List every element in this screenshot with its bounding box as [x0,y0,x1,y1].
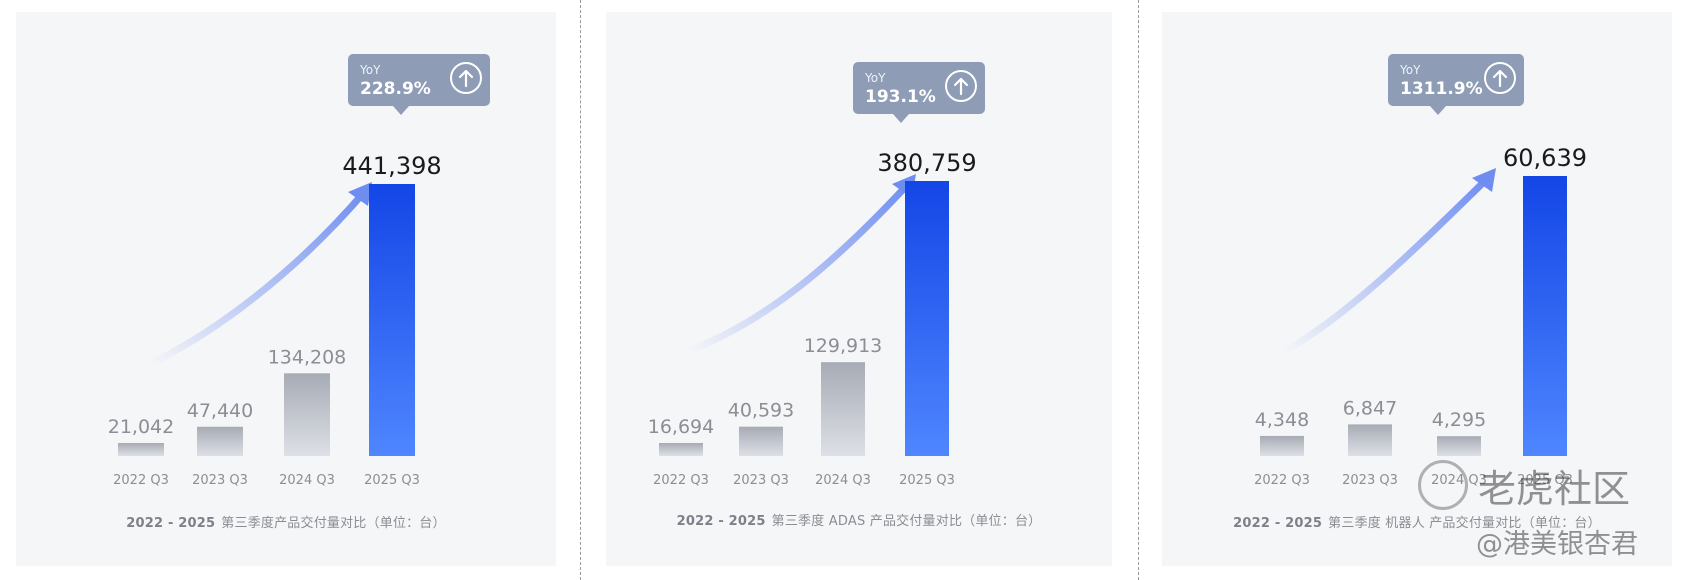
watermark-line1: 老虎社区 [1478,467,1631,511]
bar-2022-q3 [1260,435,1304,456]
growth-arrow [1280,172,1494,356]
yoy-label: YoY [864,71,886,85]
bar-value-label: 129,913 [804,335,883,357]
caption-text: 第三季度 ADAS 产品交付量对比（单位：台） [771,514,1042,529]
category-label: 2022 Q3 [653,473,709,488]
bar-2025-q3 [369,184,415,456]
category-label: 2023 Q3 [192,473,248,488]
bar-2024-q3 [1437,436,1481,456]
yoy-tooltip-pointer [1430,106,1446,115]
category-label: 2022 Q3 [113,473,169,488]
bar-2022-q3 [118,443,164,456]
bar-2023-q3 [739,426,783,456]
caption-years: 2022 - 2025 [676,514,766,529]
bar-value-label: 441,398 [342,152,441,180]
up-arrow-circle-icon [1484,62,1516,94]
panel-divider-1 [580,0,581,580]
watermark-line2: @港美银杏君 [1476,529,1638,560]
chart-panel-total: 21,042 2022 Q3 47,440 2023 Q3 134,208 2024 Q3… [16,12,556,566]
chart-caption: 2022 - 2025 第三季度 机器人 产品交付量对比（单位：台） [1162,512,1672,531]
bar-value-label: 40,593 [728,400,794,422]
caption-years: 2022 - 2025 [126,516,216,531]
chart-caption: 2022 - 2025 第三季度产品交付量对比（单位：台） [16,512,556,531]
watermark-logo-icon [1418,460,1468,510]
growth-arrow [146,186,370,368]
yoy-value: 228.9% [360,79,431,99]
yoy-value: 193.1% [865,87,936,107]
category-label: 2022 Q3 [1254,473,1310,488]
caption-years: 2022 - 2025 [1233,516,1323,531]
growth-arrow [682,178,914,356]
up-arrow-icon [458,69,474,88]
chart-panel-adas: 16,694 2022 Q3 40,593 2023 Q3 129,913 2024 Q3… [606,12,1112,566]
category-label: 2023 Q3 [1342,473,1398,488]
up-arrow-icon [1492,69,1508,88]
up-arrow-circle-icon [945,70,977,102]
caption-text: 第三季度 机器人 产品交付量对比（单位：台） [1328,516,1601,531]
category-label: 2025 Q3 [899,473,955,488]
bar-value-label: 60,639 [1503,144,1587,172]
bar-value-label: 134,208 [268,346,347,368]
bar-2022-q3 [659,443,703,456]
bar-2025-q3 [1523,176,1567,456]
category-label: 2025 Q3 [364,473,420,488]
category-label: 2024 Q3 [279,473,335,488]
panel-divider-2 [1138,0,1139,580]
yoy-tooltip-pointer [393,106,409,115]
bar-2024-q3 [284,373,330,456]
yoy-label: YoY [359,63,381,77]
bar-value-label: 21,042 [108,416,174,438]
bar-2023-q3 [197,426,243,456]
caption-text: 第三季度产品交付量对比（单位：台） [221,516,446,531]
bar-value-label: 4,348 [1255,409,1309,431]
bar-chart-adas: 16,694 2022 Q3 40,593 2023 Q3 129,913 2024 Q3… [648,62,985,488]
bar-value-label: 47,440 [187,400,253,422]
category-label: 2024 Q3 [815,473,871,488]
bar-2024-q3 [821,362,865,456]
bar-value-label: 16,694 [648,416,714,438]
growth-arrow-head-icon [1472,168,1496,192]
bar-chart-total: 21,042 2022 Q3 47,440 2023 Q3 134,208 2024 Q3… [108,54,490,488]
up-arrow-icon [953,77,969,96]
bar-value-label: 380,759 [877,149,976,177]
yoy-label: YoY [1399,63,1421,77]
growth-arrow-head-icon [348,182,372,206]
yoy-value: 1311.9% [1400,79,1483,99]
bar-2023-q3 [1348,424,1392,456]
category-label: 2025 Q3 [1517,473,1573,488]
bar-value-label: 6,847 [1343,397,1397,419]
bar-value-label: 4,295 [1432,409,1486,431]
up-arrow-circle-icon [450,62,482,94]
chart-caption: 2022 - 2025 第三季度 ADAS 产品交付量对比（单位：台） [606,510,1112,529]
category-label: 2023 Q3 [733,473,789,488]
yoy-tooltip-pointer [893,114,909,123]
chart-panel-robot: 4,348 2022 Q3 6,847 2023 Q3 4,295 2024 Q3 60,6… [1162,12,1672,566]
bar-2025-q3 [905,181,949,456]
